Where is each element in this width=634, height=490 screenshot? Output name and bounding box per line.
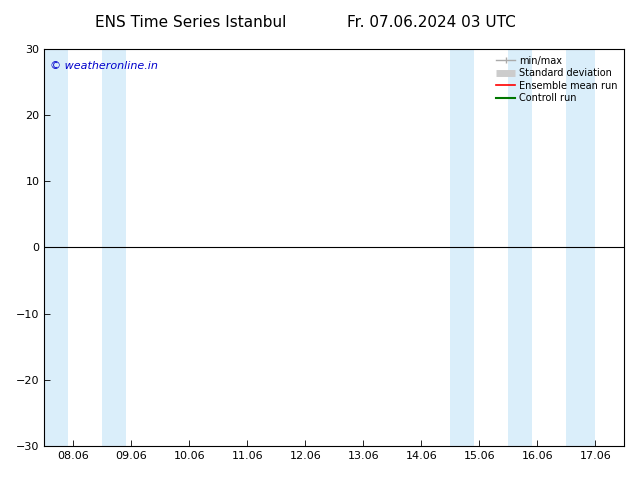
Text: Fr. 07.06.2024 03 UTC: Fr. 07.06.2024 03 UTC	[347, 15, 515, 30]
Bar	[508, 49, 532, 446]
Legend: min/max, Standard deviation, Ensemble mean run, Controll run: min/max, Standard deviation, Ensemble me…	[494, 54, 619, 105]
Text: ENS Time Series Istanbul: ENS Time Series Istanbul	[94, 15, 286, 30]
Bar	[103, 49, 126, 446]
Bar	[44, 49, 68, 446]
Text: © weatheronline.in: © weatheronline.in	[50, 61, 158, 71]
Bar	[567, 49, 595, 446]
Bar	[450, 49, 474, 446]
